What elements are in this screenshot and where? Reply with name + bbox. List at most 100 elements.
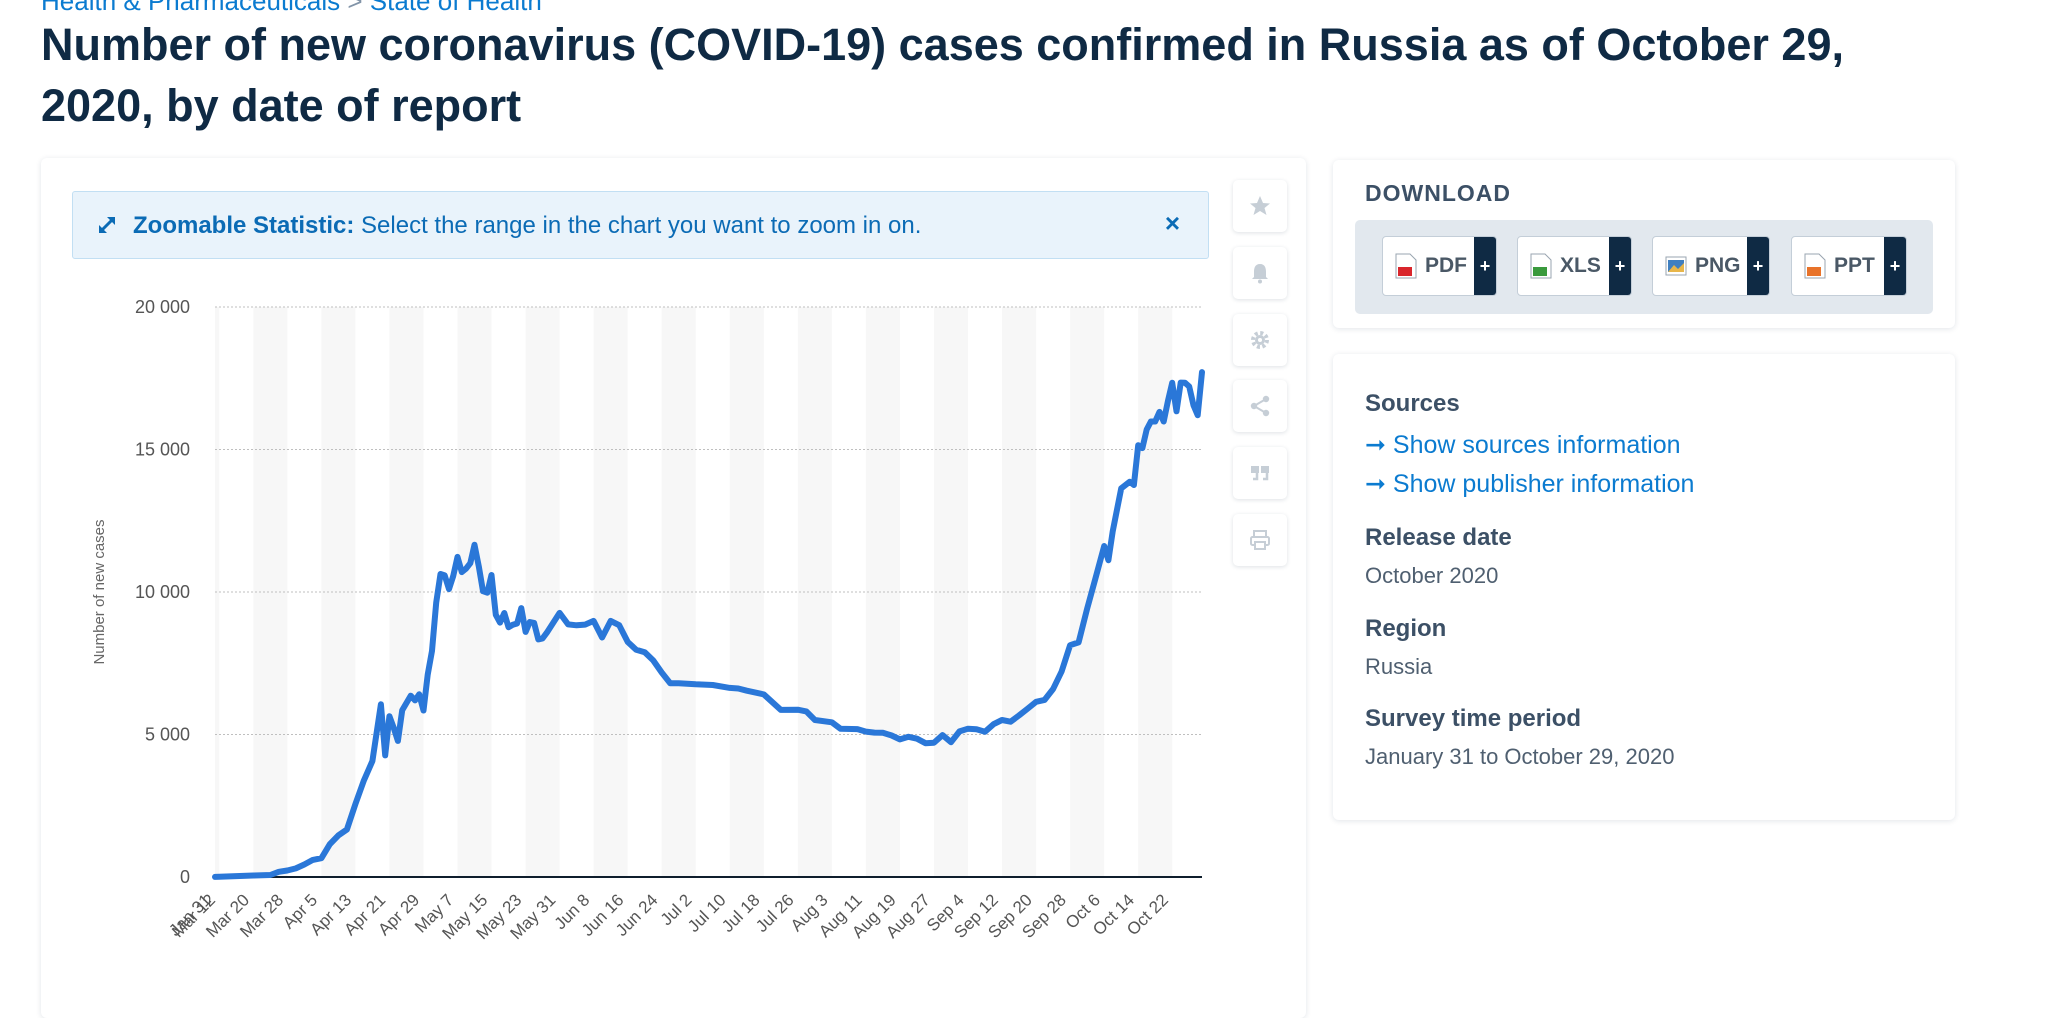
show-sources-link[interactable]: ➞ Show sources information (1365, 430, 1681, 460)
data-point (216, 874, 222, 880)
data-point (540, 635, 546, 642)
data-point (1084, 606, 1090, 612)
survey-period-label: Survey time period (1365, 705, 1582, 732)
data-point (450, 573, 456, 579)
data-point (378, 701, 384, 707)
data-point (990, 721, 997, 727)
plot-band (253, 307, 288, 877)
download-pdf-button[interactable]: PDF + (1382, 236, 1497, 296)
data-point (1025, 706, 1031, 712)
gear-icon (1251, 331, 1269, 349)
data-point (1165, 398, 1171, 404)
pdf-file-icon (1395, 253, 1417, 279)
page-title: Number of new coronavirus (COVID-19) cas… (41, 19, 1844, 131)
data-point (727, 685, 733, 691)
notification-button[interactable] (1233, 247, 1287, 299)
png-file-icon (1665, 256, 1687, 276)
data-point (527, 619, 533, 625)
data-point (412, 697, 418, 704)
data-point (735, 685, 741, 692)
close-icon[interactable]: × (1164, 208, 1180, 238)
print-button[interactable] (1233, 514, 1287, 566)
data-point (1042, 697, 1048, 703)
plot-band (593, 307, 628, 877)
data-point (905, 734, 912, 740)
data-point (650, 657, 656, 664)
sources-label: Sources (1365, 390, 1460, 417)
data-point (361, 777, 367, 784)
data-point (1178, 380, 1184, 386)
data-point (1169, 380, 1175, 386)
plot-band (797, 307, 832, 877)
data-point (1144, 426, 1150, 433)
x-tick-label: Jul 10 (684, 890, 730, 936)
release-date-label: Release date (1365, 524, 1512, 551)
data-point (501, 610, 507, 616)
breadcrumb-separator: > (347, 0, 363, 16)
data-point (497, 620, 503, 626)
breadcrumb-item[interactable]: State of Health (369, 0, 542, 16)
download-ppt-button[interactable]: PPT + (1791, 236, 1907, 296)
download-png-button[interactable]: PNG + (1652, 236, 1770, 296)
data-point (1190, 402, 1197, 408)
data-point (608, 618, 614, 624)
share-button[interactable] (1233, 380, 1287, 432)
data-point (433, 600, 439, 606)
release-date-value: October 2020 (1365, 563, 1499, 588)
data-point (446, 586, 452, 592)
download-card: DOWNLOAD PDF + XLS + PNG + PPT + (1333, 160, 1955, 328)
data-point (476, 563, 482, 570)
y-tick-label: 0 (180, 867, 190, 887)
download-xls-button[interactable]: XLS + (1517, 236, 1632, 296)
plot-band (215, 307, 220, 877)
data-point (233, 873, 239, 879)
plus-icon: + (1609, 237, 1631, 295)
data-point (1033, 699, 1039, 705)
data-point (565, 621, 571, 628)
data-point (1067, 642, 1073, 648)
zoom-banner-text: Zoomable Statistic: Select the range in … (133, 212, 921, 240)
download-png-label: PNG (1695, 254, 1741, 277)
data-point (676, 680, 682, 686)
cite-button[interactable] (1233, 447, 1287, 499)
data-point (956, 728, 963, 735)
data-point (1182, 380, 1188, 386)
data-point (514, 620, 520, 627)
y-tick-label: 5 000 (145, 725, 190, 745)
zoom-banner: Zoomable Statistic: Select the range in … (72, 191, 1209, 259)
data-point (1093, 575, 1099, 581)
y-axis-ticks: 0 5 000 10 000 15 000 20 000 (135, 297, 190, 887)
data-point (212, 874, 218, 880)
plot-band (389, 307, 424, 877)
favorite-button[interactable] (1233, 180, 1287, 232)
download-pdf-label: PDF (1425, 254, 1467, 277)
data-point (642, 649, 648, 655)
data-point (948, 739, 954, 745)
download-title: DOWNLOAD (1365, 180, 1511, 206)
data-point (829, 719, 835, 725)
y-tick-label: 20 000 (135, 297, 190, 317)
data-point (931, 740, 937, 746)
data-point (880, 730, 886, 736)
zoom-banner-label: Zoomable Statistic: (133, 212, 355, 239)
settings-button[interactable] (1233, 314, 1287, 366)
data-point (369, 758, 375, 764)
data-point (1059, 668, 1065, 675)
data-point (276, 869, 282, 875)
show-publisher-link[interactable]: ➞ Show publisher information (1365, 469, 1694, 499)
print-icon (1250, 530, 1270, 550)
breadcrumb-item[interactable]: Health & Pharmaceuticals (41, 0, 341, 16)
data-point (344, 826, 350, 833)
data-point (488, 572, 495, 578)
data-point (318, 855, 324, 861)
data-point (493, 612, 499, 618)
y-tick-label: 10 000 (135, 582, 190, 602)
data-point (505, 624, 512, 630)
download-xls-label: XLS (1560, 254, 1601, 277)
show-publisher-link-text: Show publisher information (1392, 470, 1695, 498)
data-point (1118, 485, 1124, 491)
plus-icon: + (1884, 237, 1906, 295)
data-point (420, 707, 427, 714)
